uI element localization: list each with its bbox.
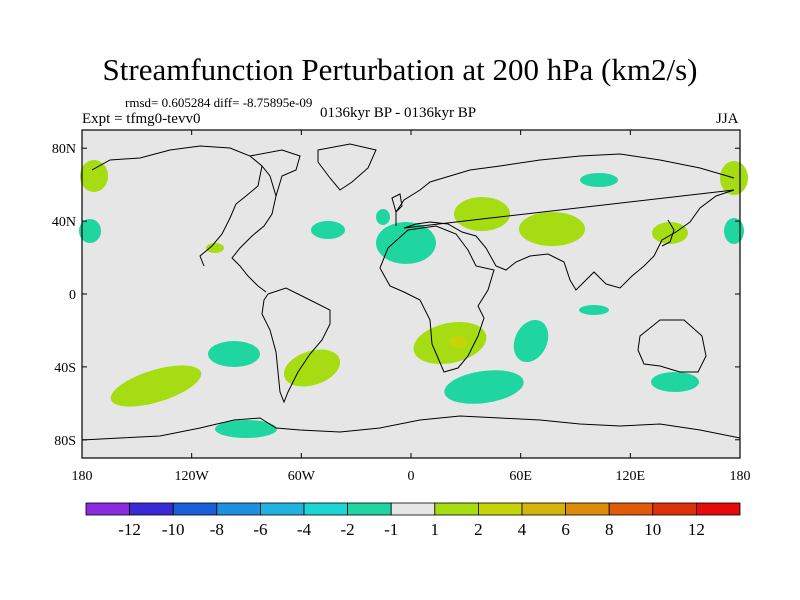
- colorbar: -12 -10 -8 -6 -4 -2 -1 1 2 4 6 8 10 12: [85, 502, 741, 539]
- colorbar-label: -1: [384, 520, 398, 539]
- colorbar-swatch: [259, 502, 305, 516]
- positive-anomaly-center: [449, 336, 467, 348]
- coastline-japan: [661, 219, 675, 247]
- colorbar-label: -8: [210, 520, 224, 539]
- colorbar-label: -4: [297, 520, 312, 539]
- negative-anomaly: [208, 341, 260, 367]
- positive-anomaly: [454, 197, 510, 231]
- colorbar-label: -6: [253, 520, 267, 539]
- colorbar-swatch: [347, 502, 392, 516]
- negative-anomaly: [651, 372, 699, 392]
- colorbar-label: 2: [474, 520, 483, 539]
- lat-tick-label: 0: [69, 288, 76, 303]
- colorbar-label: 1: [431, 520, 440, 539]
- colorbar-label: 8: [605, 520, 614, 539]
- negative-anomaly: [376, 222, 436, 264]
- colorbar-label: 6: [561, 520, 570, 539]
- colorbar-swatch: [521, 502, 566, 516]
- colorbar-swatch: [565, 502, 610, 516]
- negative-anomaly: [513, 319, 549, 363]
- coastline-eurasia: [395, 153, 735, 291]
- negative-anomaly: [376, 209, 390, 225]
- colorbar-swatch: [652, 502, 697, 516]
- negative-anomaly: [580, 173, 618, 187]
- map-title: Streamfunction Perturbation at 200 hPa (…: [102, 52, 698, 87]
- coastline-antarctica: [81, 415, 741, 441]
- negative-anomaly: [579, 305, 609, 315]
- colorbar-swatch: [390, 502, 436, 516]
- colorbar-label: 12: [688, 520, 705, 539]
- positive-anomaly: [652, 222, 688, 244]
- positive-anomaly: [80, 160, 108, 192]
- colorbar-label: -10: [162, 520, 185, 539]
- colorbar-swatch: [172, 502, 218, 516]
- map-axes: 80N 40N 0 40S 80S 180 120W 60W 0 60E 120E 180: [52, 130, 751, 484]
- colorbar-swatch: [216, 502, 261, 516]
- lat-tick-label: 40N: [52, 215, 76, 230]
- negative-anomaly: [724, 218, 744, 244]
- positive-anomaly: [283, 349, 341, 387]
- negative-anomaly: [444, 370, 524, 404]
- colorbar-swatch: [477, 502, 523, 516]
- contour-fills: [79, 160, 748, 438]
- experiment-label: Expt = tfmg0-tevv0: [82, 111, 201, 127]
- colorbar-label: -2: [341, 520, 355, 539]
- lon-tick-label: 60E: [509, 469, 532, 484]
- lon-tick-label: 60W: [288, 469, 316, 484]
- lon-tick-label: 120E: [616, 469, 646, 484]
- colorbar-swatch: [85, 502, 130, 516]
- lon-tick-label: 180: [72, 469, 93, 484]
- colorbar-swatch: [696, 502, 741, 516]
- colorbar-swatch: [434, 502, 479, 516]
- lat-tick-label: 80S: [54, 434, 76, 449]
- map-background: [82, 130, 740, 458]
- lon-tick-label: 120W: [175, 469, 210, 484]
- positive-anomaly: [206, 243, 224, 253]
- positive-anomaly: [519, 212, 585, 246]
- negative-anomaly: [311, 221, 345, 239]
- coastline-south-america: [261, 287, 331, 404]
- stats-line: rmsd= 0.605284 diff= -8.75895e-09: [125, 95, 313, 110]
- colorbar-swatch: [608, 502, 654, 516]
- season-label: JJA: [716, 111, 739, 127]
- colorbar-label: -12: [118, 520, 141, 539]
- coastline-north-america: [91, 145, 301, 293]
- negative-anomaly: [215, 420, 277, 438]
- lat-tick-label: 40S: [54, 361, 76, 376]
- coastline-africa: [379, 225, 495, 373]
- map-panel: [82, 130, 740, 458]
- colorbar-label: 10: [644, 520, 661, 539]
- colorbar-swatch: [129, 502, 174, 516]
- coastline-greenland: [317, 143, 377, 191]
- colorbar-label: 4: [518, 520, 527, 539]
- positive-anomaly: [110, 365, 202, 407]
- period-label: 0136kyr BP - 0136kyr BP: [320, 105, 477, 121]
- colorbar-swatch: [303, 502, 348, 516]
- coastlines: [81, 143, 741, 441]
- negative-anomaly: [79, 219, 101, 243]
- lon-tick-label: 180: [730, 469, 751, 484]
- coastline-britain: [391, 193, 403, 213]
- lon-tick-label: 0: [408, 469, 415, 484]
- coastline-australia: [637, 319, 707, 373]
- lat-tick-label: 80N: [52, 142, 76, 157]
